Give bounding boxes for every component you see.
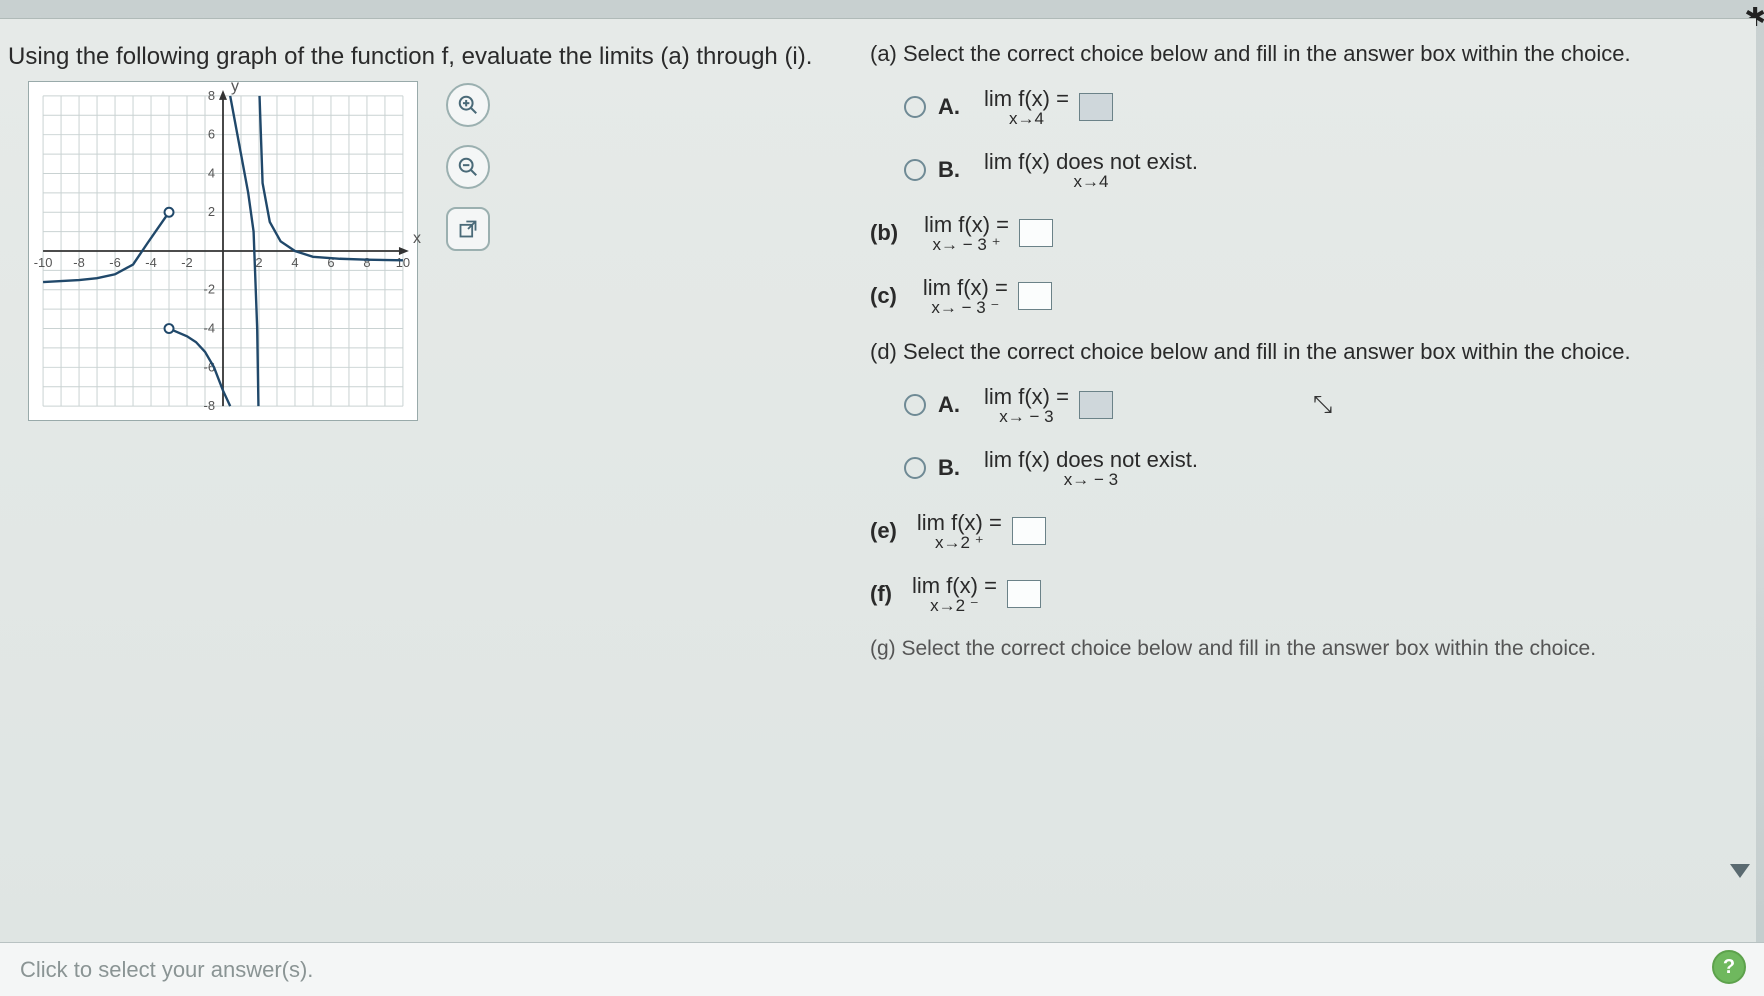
option-a-B[interactable]: B. lim f(x) does not exist. x→4 (904, 150, 1746, 191)
part-e: (e) lim f(x) = x→2 ⁺ (870, 511, 1746, 552)
zoom-out-icon[interactable] (446, 145, 490, 189)
option-d-A[interactable]: A. lim f(x) = x→ − 3 ⤡ (904, 385, 1746, 426)
scroll-down-icon[interactable] (1730, 864, 1750, 878)
help-button[interactable]: ? (1712, 950, 1746, 984)
x-axis-label: x (413, 230, 421, 248)
svg-text:8: 8 (208, 88, 215, 103)
option-a-A[interactable]: A. lim f(x) = x→4 (904, 87, 1746, 128)
part-g-prompt: (g) Select the correct choice below and … (870, 637, 1746, 661)
radio-icon[interactable] (904, 457, 926, 479)
svg-text:-8: -8 (73, 255, 84, 270)
svg-text:4: 4 (208, 166, 215, 181)
graph-tools (446, 83, 490, 251)
svg-text:2: 2 (208, 205, 215, 220)
svg-text:-2: -2 (181, 255, 192, 270)
option-d-B[interactable]: B. lim f(x) does not exist. x→ − 3 (904, 448, 1746, 489)
svg-text:-2: -2 (204, 282, 215, 297)
part-a-prompt: (a) Select the correct choice below and … (870, 41, 1746, 67)
svg-text:8: 8 (363, 255, 370, 270)
popout-icon[interactable] (446, 207, 490, 251)
svg-text:-10: -10 (34, 255, 53, 270)
answer-input[interactable] (1079, 391, 1113, 419)
function-graph: -10-8-6-4-2246810-8-6-4-22468 x y (28, 81, 418, 421)
svg-text:4: 4 (291, 255, 298, 270)
answer-input[interactable] (1007, 580, 1041, 608)
svg-text:10: 10 (396, 255, 410, 270)
footer-hint: Click to select your answer(s). (20, 957, 313, 983)
svg-text:-4: -4 (204, 321, 215, 336)
part-f: (f) lim f(x) = x→2 ⁻ (870, 574, 1746, 615)
y-axis-label: y (231, 78, 239, 96)
radio-icon[interactable] (904, 394, 926, 416)
question-panel: Using the following graph of the functio… (0, 18, 1756, 942)
cursor-icon: ⤡ (1313, 391, 1332, 419)
svg-text:-4: -4 (145, 255, 156, 270)
left-column: Using the following graph of the functio… (0, 19, 870, 942)
zoom-in-icon[interactable] (446, 83, 490, 127)
question-prompt: Using the following graph of the functio… (8, 41, 852, 73)
part-d-prompt: (d) Select the correct choice below and … (870, 339, 1746, 365)
answer-input[interactable] (1018, 282, 1052, 310)
footer-bar: Click to select your answer(s). ? (0, 942, 1764, 996)
svg-text:2: 2 (255, 255, 262, 270)
answer-input[interactable] (1012, 517, 1046, 545)
svg-text:6: 6 (208, 127, 215, 142)
svg-text:-8: -8 (204, 398, 215, 413)
part-b: (b) lim f(x) = x→ − 3 ⁺ (870, 213, 1746, 254)
part-c: (c) lim f(x) = x→ − 3 ⁻ (870, 276, 1746, 317)
answer-input[interactable] (1079, 93, 1113, 121)
radio-icon[interactable] (904, 96, 926, 118)
radio-icon[interactable] (904, 159, 926, 181)
right-column: (a) Select the correct choice below and … (870, 19, 1756, 942)
answer-input[interactable] (1019, 219, 1053, 247)
svg-text:-6: -6 (109, 255, 120, 270)
